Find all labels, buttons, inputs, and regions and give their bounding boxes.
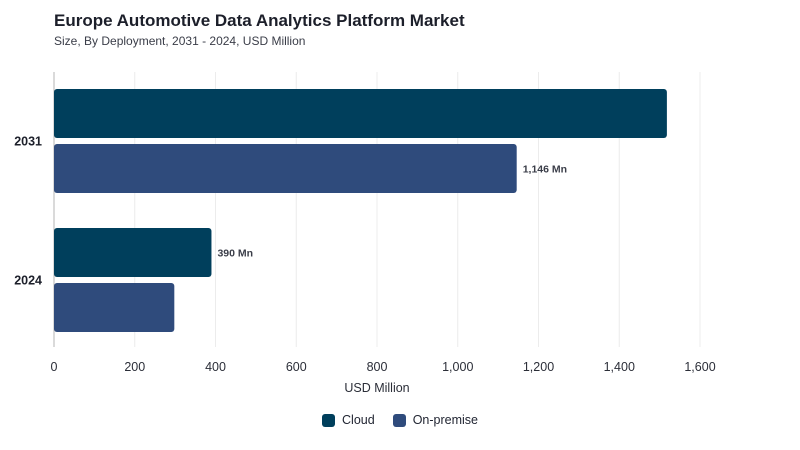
x-tick-label: 800 (367, 360, 388, 374)
bar-cloud-2031 (54, 89, 667, 138)
x-tick-label: 200 (124, 360, 145, 374)
x-tick-label: 1,600 (684, 360, 715, 374)
legend-swatch-onpremise (392, 413, 406, 427)
category-label: 2031 (14, 135, 42, 149)
bar-on-premise-2031 (54, 144, 517, 193)
x-tick-label: 600 (286, 360, 307, 374)
legend-label-onpremise: On-premise (412, 413, 478, 427)
bar-cloud-2024 (54, 228, 212, 277)
x-tick-label: 1,000 (442, 360, 473, 374)
legend-item-cloud[interactable]: Cloud (322, 413, 375, 427)
chart-title: Europe Automotive Data Analytics Platfor… (54, 11, 465, 30)
legend-swatch-cloud (322, 413, 336, 427)
x-tick-label: 1,400 (604, 360, 635, 374)
data-label: 1,146 Mn (523, 164, 567, 176)
legend-label-cloud: Cloud (342, 413, 375, 427)
x-axis-title: USD Million (344, 381, 409, 395)
x-tick-label: 400 (205, 360, 226, 374)
category-label: 2024 (14, 274, 42, 288)
legend: Cloud On-premise (0, 413, 800, 427)
chart-subtitle: Size, By Deployment, 2031 - 2024, USD Mi… (54, 34, 306, 48)
legend-item-onpremise[interactable]: On-premise (392, 413, 478, 427)
x-tick-label: 0 (51, 360, 58, 374)
bar-on-premise-2024 (54, 283, 175, 332)
x-tick-label: 1,200 (523, 360, 554, 374)
data-label: 390 Mn (217, 248, 253, 260)
